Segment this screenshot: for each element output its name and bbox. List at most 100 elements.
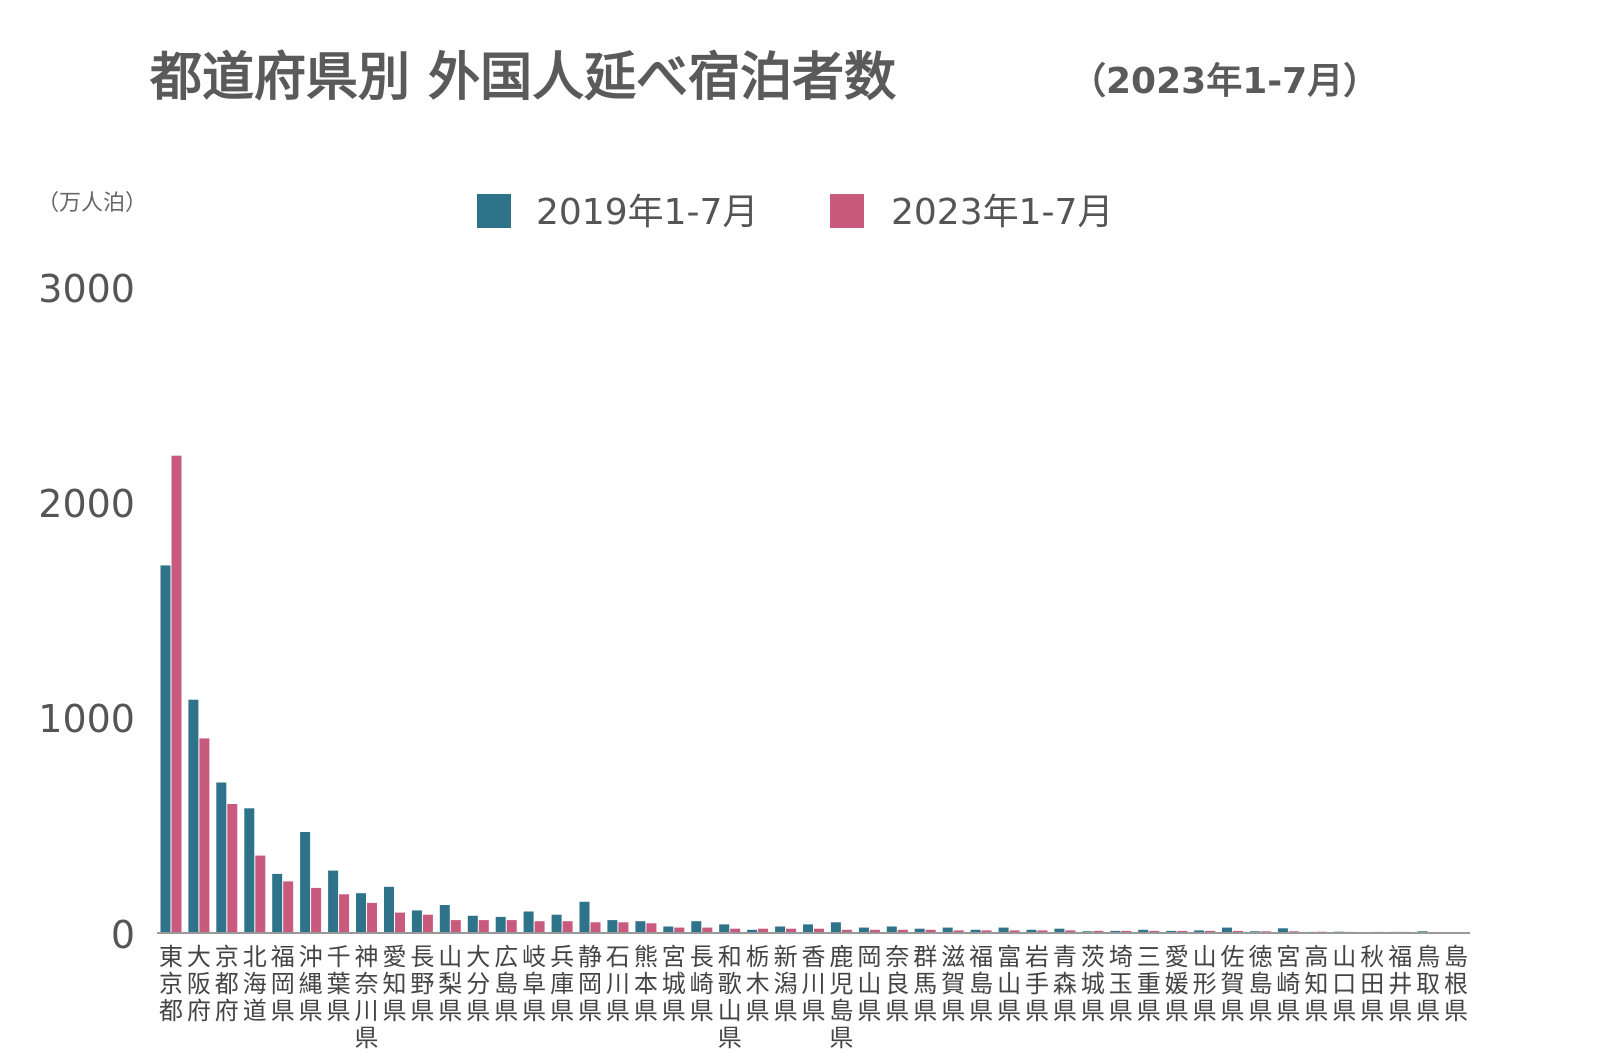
category-label-5: 沖縄県 <box>299 943 323 1025</box>
category-label-45: 鳥取県 <box>1416 943 1440 1025</box>
bar-2023-31 <box>1037 930 1048 933</box>
bar-2023-17 <box>646 923 657 933</box>
category-label-41: 高知県 <box>1304 943 1328 1025</box>
category-label-42: 山口県 <box>1332 943 1356 1025</box>
bar-2019-24 <box>830 922 841 934</box>
bar-2019-30 <box>998 927 1009 933</box>
category-label-38: 佐賀県 <box>1221 943 1245 1025</box>
bar-2023-4 <box>283 881 294 933</box>
bar-2023-20 <box>730 928 741 933</box>
category-label-43: 秋田県 <box>1360 943 1384 1025</box>
bar-2023-9 <box>422 914 433 933</box>
bars <box>160 455 1467 934</box>
bar-2023-18 <box>674 927 685 933</box>
category-label-36: 愛媛県 <box>1165 943 1189 1025</box>
bar-2023-29 <box>981 930 992 933</box>
category-label-40: 宮崎県 <box>1276 943 1300 1025</box>
category-label-14: 兵庫県 <box>550 943 574 1025</box>
category-label-24: 鹿児島県 <box>829 943 853 1052</box>
category-label-18: 宮城県 <box>662 943 686 1025</box>
bar-2019-20 <box>719 924 730 933</box>
category-label-2: 京都府 <box>215 943 239 1025</box>
legend-label-2023: 2023年1-7月 <box>891 192 1113 233</box>
bar-2023-24 <box>841 929 852 933</box>
bar-2023-37 <box>1205 930 1216 933</box>
legend-label-2019: 2019年1-7月 <box>536 192 758 233</box>
category-label-21: 栃木県 <box>746 943 770 1025</box>
y-tick-label-3000: 3000 <box>38 267 135 311</box>
bar-2019-28 <box>942 927 953 933</box>
bar-2019-3 <box>244 808 255 933</box>
bar-2019-8 <box>384 886 394 933</box>
bar-2019-21 <box>747 929 758 933</box>
bar-2019-10 <box>439 905 450 933</box>
category-label-39: 徳島県 <box>1249 943 1273 1025</box>
category-label-4: 福岡県 <box>271 943 295 1025</box>
category-label-30: 富山県 <box>997 943 1021 1025</box>
bar-2019-18 <box>663 926 674 933</box>
bar-2023-19 <box>702 927 713 933</box>
bar-2019-32 <box>1054 928 1065 933</box>
bar-2023-7 <box>367 902 377 933</box>
y-tick-label-0: 0 <box>111 913 135 957</box>
bar-2019-4 <box>272 873 283 933</box>
category-label-44: 福井県 <box>1388 943 1412 1025</box>
legend-swatch-2019 <box>477 194 511 228</box>
bar-2019-17 <box>635 921 646 933</box>
category-label-27: 群馬県 <box>913 943 937 1025</box>
category-label-33: 茨城県 <box>1081 943 1105 1025</box>
category-label-22: 新潟県 <box>774 943 798 1025</box>
bar-2019-5 <box>300 832 311 933</box>
category-label-12: 広島県 <box>494 943 518 1025</box>
bar-2023-3 <box>255 855 266 933</box>
bar-2019-12 <box>495 916 506 933</box>
y-axis-unit: （万人泊） <box>37 191 147 216</box>
bar-2023-34 <box>1121 930 1132 933</box>
bar-2019-37 <box>1194 930 1205 933</box>
bar-2023-30 <box>1009 930 1020 933</box>
bar-2019-31 <box>1026 929 1037 933</box>
bar-2023-1 <box>199 738 210 933</box>
bar-2023-14 <box>562 921 573 933</box>
category-label-15: 静岡県 <box>578 943 602 1025</box>
bar-2023-10 <box>450 920 461 933</box>
category-label-13: 岐阜県 <box>522 943 546 1025</box>
category-labels: 東京都大阪府京都府北海道福岡県沖縄県千葉県神奈川県愛知県長野県山梨県大分県広島県… <box>159 943 1468 1052</box>
category-label-37: 山形県 <box>1193 943 1217 1025</box>
bar-2019-38 <box>1222 927 1232 933</box>
bar-2023-28 <box>953 930 964 933</box>
bar-2019-6 <box>328 870 339 933</box>
bar-2019-1 <box>188 699 199 933</box>
y-axis: 3000 2000 1000 0 <box>38 267 135 957</box>
bar-2023-27 <box>925 929 936 933</box>
y-tick-label-1000: 1000 <box>38 697 135 741</box>
bar-2019-35 <box>1138 929 1149 933</box>
bar-2023-11 <box>478 920 489 933</box>
bar-2019-27 <box>914 928 925 933</box>
bar-2023-13 <box>534 921 545 933</box>
bar-2023-15 <box>590 922 601 934</box>
bar-2023-26 <box>897 929 908 933</box>
category-label-23: 香川県 <box>802 943 826 1025</box>
bar-2023-8 <box>395 912 405 933</box>
bar-2019-7 <box>356 893 366 933</box>
chart-subtitle: （2023年1-7月） <box>1070 61 1379 102</box>
category-label-25: 岡山県 <box>857 943 881 1025</box>
category-label-0: 東京都 <box>159 943 183 1025</box>
category-label-3: 北海道 <box>243 943 267 1025</box>
category-label-28: 滋賀県 <box>941 943 965 1025</box>
bar-2019-0 <box>160 565 171 933</box>
bar-2023-0 <box>171 455 182 933</box>
bar-2019-25 <box>858 927 869 933</box>
bar-2023-33 <box>1093 930 1104 933</box>
bar-2023-5 <box>311 887 322 933</box>
bar-2019-22 <box>775 926 786 933</box>
bar-2023-6 <box>339 894 350 933</box>
category-label-6: 千葉県 <box>327 943 351 1025</box>
category-label-1: 大阪府 <box>187 943 211 1025</box>
y-tick-label-2000: 2000 <box>38 482 135 526</box>
bar-2019-16 <box>607 920 618 933</box>
chart-title: 都道府県別 外国人延べ宿泊者数 <box>149 48 896 108</box>
bar-2023-12 <box>506 920 517 933</box>
